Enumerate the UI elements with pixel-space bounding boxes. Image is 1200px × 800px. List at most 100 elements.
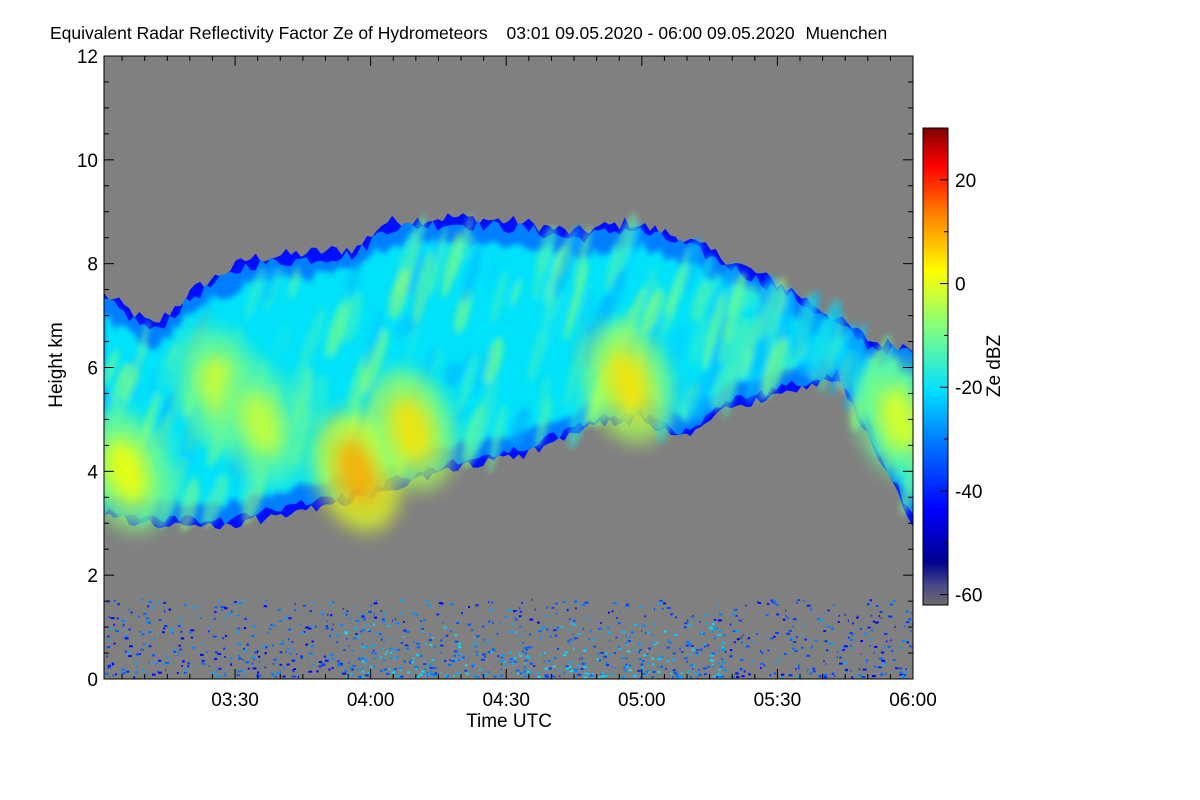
clutter-pixel [481,674,483,676]
clutter-pixel [201,643,204,646]
clutter-pixel [684,657,688,660]
clutter-pixel [776,613,780,616]
clutter-pixel [297,675,299,678]
clutter-pixel [421,670,425,673]
clutter-pixel [785,609,787,612]
clutter-pixel [371,651,374,654]
clutter-pixel [471,645,474,647]
clutter-pixel [436,613,440,616]
clutter-pixel [236,614,240,617]
texture-streak [841,336,863,389]
clutter-pixel [568,618,572,621]
clutter-pixel [716,673,721,676]
clutter-pixel [352,637,357,640]
clutter-pixel [178,644,181,647]
clutter-pixel [403,629,407,632]
clutter-pixel [222,637,224,640]
clutter-pixel [716,675,719,678]
clutter-pixel [543,660,545,663]
clutter-pixel [775,632,779,634]
clutter-pixel [542,628,544,631]
clutter-pixel [881,659,886,662]
clutter-pixel [212,635,217,638]
texture-streak [288,364,310,403]
clutter-pixel [381,647,384,650]
texture-streak [510,406,531,448]
clutter-pixel [865,661,868,664]
clutter-pixel [556,626,559,629]
clutter-pixel [528,633,532,636]
clutter-pixel [679,647,681,650]
clutter-pixel [858,674,862,677]
texture-streak [157,349,176,390]
clutter-pixel [833,604,836,607]
clutter-pixel [464,664,468,667]
clutter-pixel [361,615,365,618]
clutter-pixel [890,639,892,642]
clutter-pixel [370,665,374,668]
texture-streak [798,317,824,377]
clutter-pixel [337,664,341,667]
colorbar-tick-label: 0 [955,275,966,296]
clutter-pixel [361,670,365,673]
clutter-pixel [702,632,705,635]
clutter-pixel [666,639,670,642]
clutter-pixel [216,669,218,672]
clutter-pixel [360,630,362,633]
clutter-pixel [892,659,896,662]
clutter-pixel [482,653,486,656]
clutter-pixel [583,676,586,679]
colorbar-tick-label: -40 [955,482,982,503]
clutter-pixel [905,668,907,671]
clutter-pixel [386,624,391,627]
clutter-pixel [383,668,388,671]
clutter-pixel [252,667,257,670]
clutter-pixel [231,610,233,613]
clutter-pixel [590,676,593,678]
clutter-pixel [788,629,792,632]
clutter-pixel [165,669,167,672]
clutter-pixel [471,665,473,668]
clutter-pixel [282,675,286,678]
x-tick-label: 03:30 [211,690,259,711]
clutter-pixel [664,630,667,633]
texture-streak [296,306,327,379]
clutter-pixel [176,672,179,674]
clutter-pixel [894,625,896,628]
clutter-pixel [130,611,133,614]
clutter-pixel [168,657,171,660]
clutter-pixel [557,647,559,650]
clutter-pixel [641,666,644,669]
clutter-pixel [670,672,673,675]
clutter-pixel [415,667,417,670]
clutter-pixel [424,667,427,670]
clutter-pixel [518,615,522,618]
y-tick-label: 2 [87,566,98,587]
clutter-pixel [500,668,502,671]
clutter-pixel [223,606,226,609]
clutter-pixel [638,658,642,661]
clutter-pixel [666,607,671,609]
clutter-pixel [145,617,150,620]
clutter-pixel [710,627,714,630]
clutter-pixel [523,670,527,673]
clutter-pixel [640,676,643,679]
clutter-pixel [874,621,879,624]
clutter-pixel [386,672,389,675]
clutter-pixel [429,666,433,669]
clutter-pixel [718,674,722,677]
clutter-pixel [836,656,838,659]
clutter-pixel [164,625,168,628]
clutter-pixel [717,633,722,636]
clutter-pixel [554,656,557,659]
clutter-pixel [781,673,785,676]
clutter-pixel [300,655,303,658]
clutter-pixel [478,668,482,671]
clutter-pixel [860,653,862,656]
y-tick-label: 10 [77,151,98,172]
clutter-pixel [513,657,516,660]
clutter-pixel [603,655,607,658]
clutter-pixel [427,604,431,607]
clutter-pixel [809,672,812,675]
clutter-pixel [539,637,542,640]
